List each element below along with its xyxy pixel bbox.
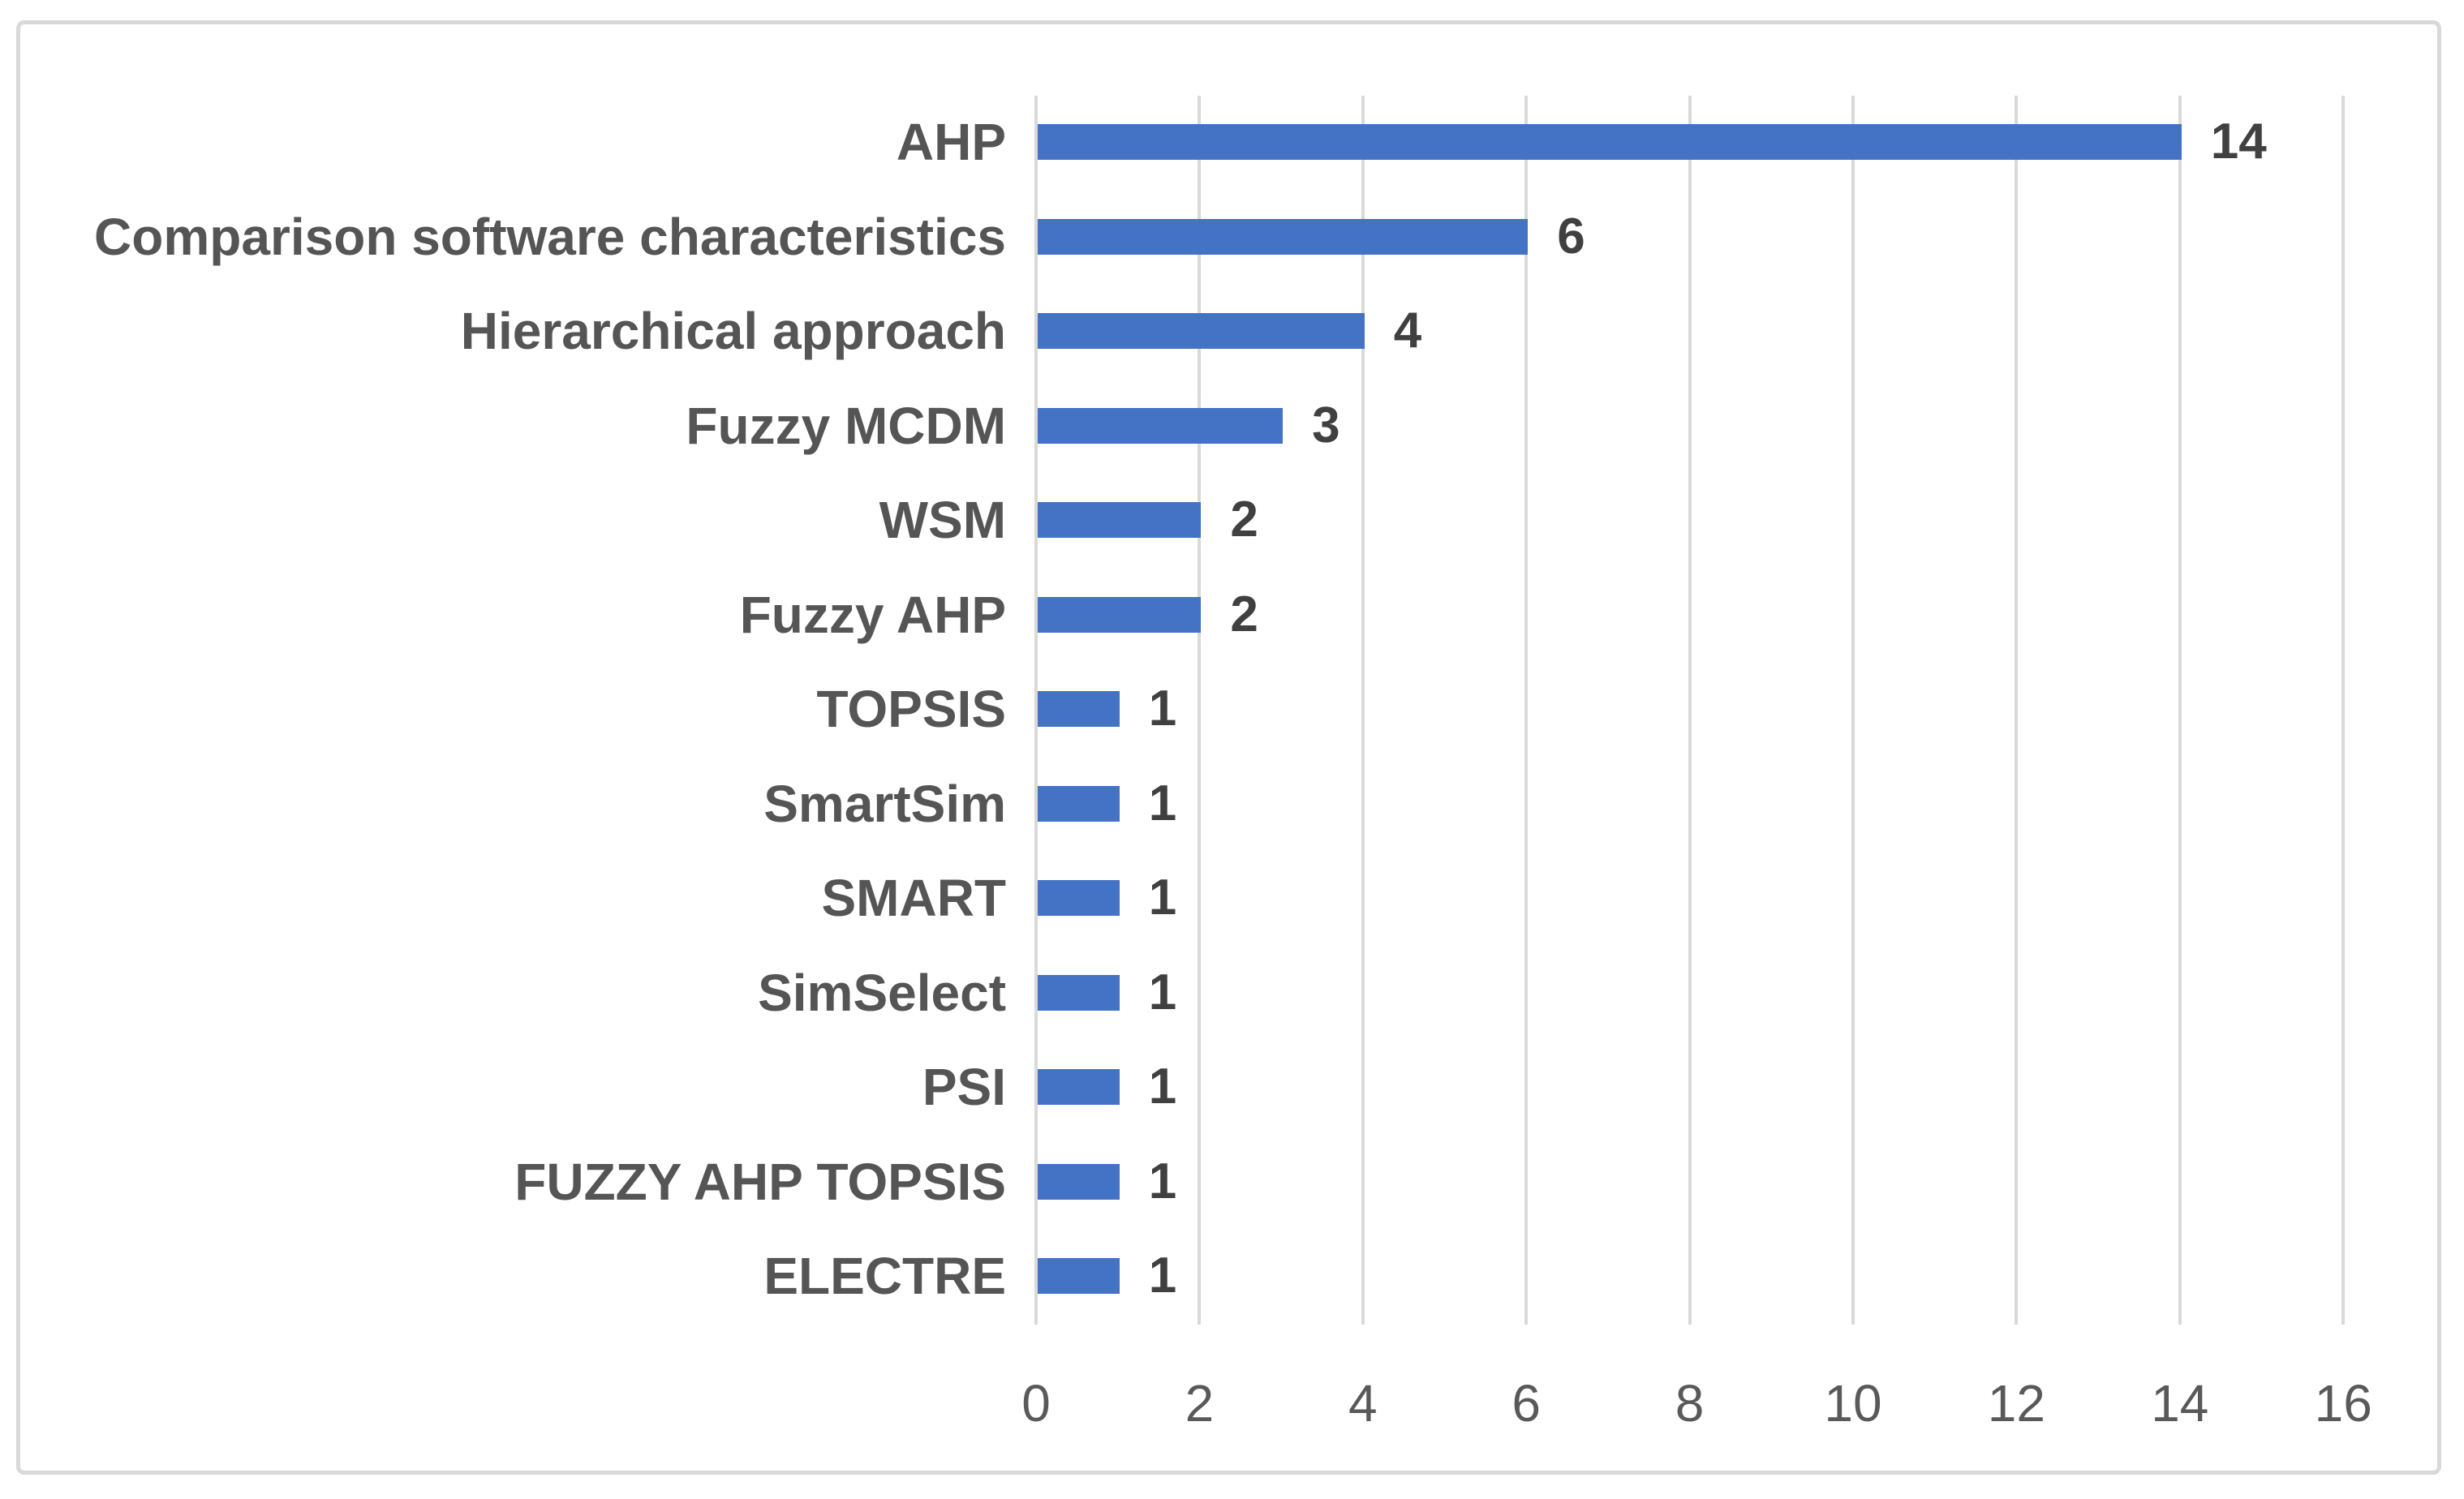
chart-border [16,20,2441,1475]
bar [1038,124,2182,160]
gridline [1688,96,1692,1325]
bar [1038,1163,1120,1200]
bar [1038,1258,1120,1294]
category-label: TOPSIS [816,680,1006,738]
category-label: AHP [896,113,1006,171]
data-label: 1 [1148,870,1177,926]
data-label: 1 [1148,964,1177,1020]
category-label: Hierarchical approach [460,302,1006,360]
gridline [1851,96,1855,1325]
data-label: 14 [2210,114,2267,170]
x-axis-tick-label: 2 [1185,1374,1215,1432]
data-label: 1 [1148,681,1177,737]
x-axis-tick-label: 14 [2151,1374,2209,1432]
category-label: WSM [879,491,1006,549]
category-label: ELECTRE [763,1247,1006,1305]
gridline [1034,96,1038,1325]
bar [1038,1069,1120,1105]
category-label: Fuzzy MCDM [686,396,1006,455]
gridline [2341,96,2346,1325]
x-axis-tick-label: 6 [1512,1374,1541,1432]
bar [1038,974,1120,1011]
category-label: SMART [821,869,1006,927]
gridline [1524,96,1529,1325]
gridline [1198,96,1202,1325]
data-label: 6 [1557,208,1585,264]
gridline [2178,96,2182,1325]
category-label: FUZZY AHP TOPSIS [514,1152,1006,1211]
x-axis-tick-label: 12 [1987,1374,2045,1432]
bar [1038,880,1120,916]
bar [1038,407,1284,444]
x-axis-tick-label: 0 [1021,1374,1051,1432]
category-label: SimSelect [758,963,1006,1022]
x-axis-tick-label: 4 [1348,1374,1378,1432]
category-label: PSI [922,1058,1006,1116]
gridline [2015,96,2019,1325]
category-label: SmartSim [763,774,1006,833]
data-label: 4 [1393,303,1422,359]
bar [1038,691,1120,727]
bar [1038,596,1202,633]
data-label: 3 [1312,397,1340,453]
bar [1038,313,1365,349]
bar [1038,502,1202,538]
category-label: Fuzzy AHP [739,585,1006,644]
bar [1038,785,1120,822]
data-label: 1 [1148,1248,1177,1304]
x-axis-tick-label: 10 [1824,1374,1882,1432]
data-label: 1 [1148,1059,1177,1115]
data-label: 2 [1230,492,1258,548]
category-label: Comparison software characteristics [94,207,1006,266]
bar [1038,218,1529,255]
data-label: 1 [1148,775,1177,831]
gridline [1361,96,1365,1325]
x-axis-tick-label: 8 [1675,1374,1705,1432]
data-label: 1 [1148,1153,1177,1209]
data-label: 2 [1230,586,1258,642]
x-axis-tick-label: 16 [2314,1374,2372,1432]
